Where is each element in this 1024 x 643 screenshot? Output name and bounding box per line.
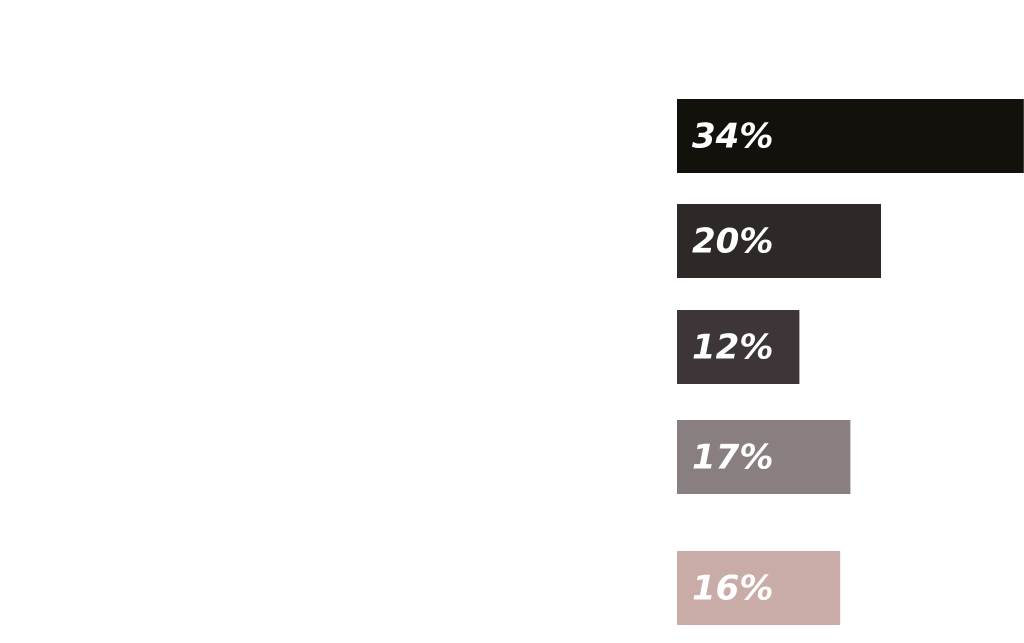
value-label: 34% xyxy=(692,117,773,157)
value-label: 17% xyxy=(692,438,773,478)
value-label: 12% xyxy=(692,328,773,368)
value-label: 16% xyxy=(692,569,773,609)
bar xyxy=(677,420,851,494)
value-label: 20% xyxy=(692,222,773,262)
bar xyxy=(677,204,881,278)
bar xyxy=(677,551,841,625)
bar xyxy=(677,310,800,384)
bar xyxy=(677,99,1024,173)
